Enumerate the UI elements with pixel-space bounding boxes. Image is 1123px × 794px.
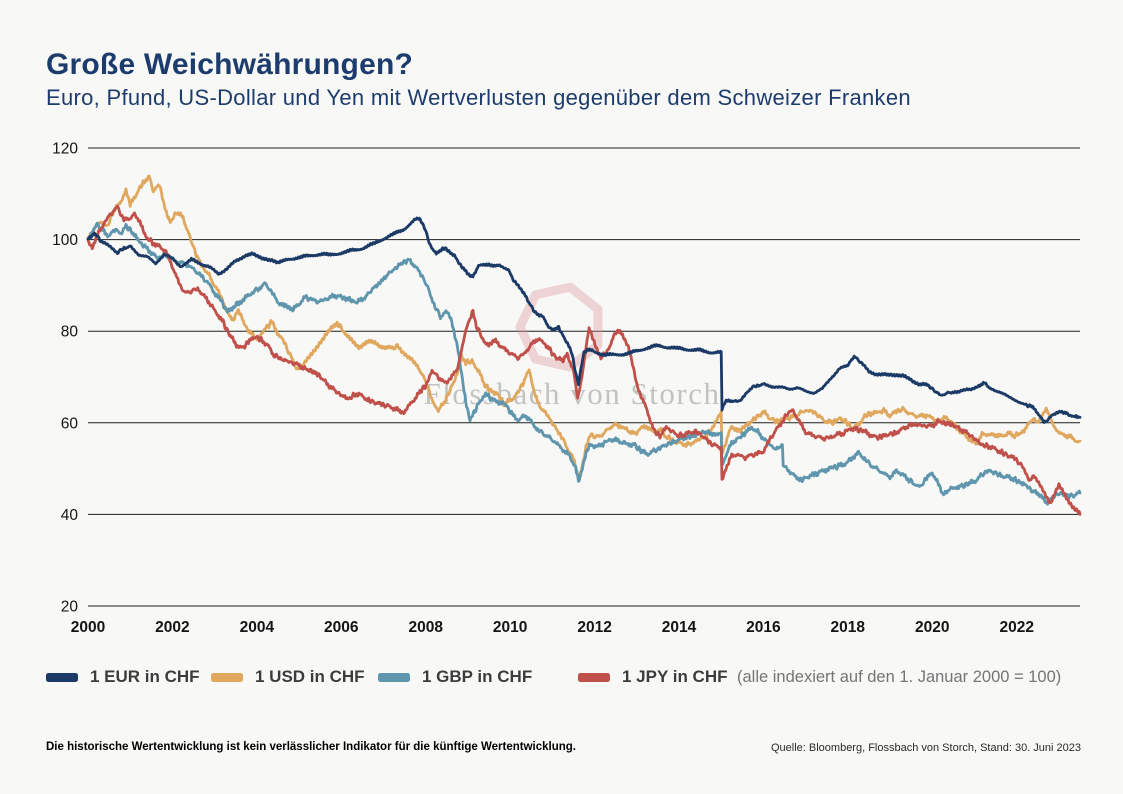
page-subtitle: Euro, Pfund, US-Dollar und Yen mit Wertv… — [46, 85, 911, 110]
series-line-usd — [86, 174, 1082, 479]
legend-label-jpy: 1 JPY in CHF — [622, 667, 728, 686]
x-axis-labels: 2000 2002 2004 2006 2008 2010 2012 2014 2016 2018… — [71, 619, 1034, 636]
series-line-gbp — [86, 221, 1082, 506]
x-axis-label: 2014 — [662, 619, 697, 636]
legend-label-usd: 1 USD in CHF — [255, 667, 365, 686]
legend-item-gbp: 1 GBP in CHF — [378, 666, 532, 688]
legend-swatch-usd — [211, 672, 243, 682]
x-axis-label: 2012 — [577, 619, 611, 636]
watermark-text: Flossbach von Storch — [424, 376, 721, 411]
legend-item-jpy: 1 JPY in CHF — [578, 666, 728, 688]
x-axis-label: 2006 — [324, 619, 359, 636]
x-axis-label: 2004 — [240, 619, 275, 636]
y-axis-label: 100 — [52, 232, 78, 249]
watermark: Flossbach von Storch — [424, 282, 721, 411]
legend-swatch-jpy — [578, 672, 610, 682]
series-line-jpy — [86, 204, 1082, 516]
flossbach-heptagon-logo-icon — [515, 282, 603, 372]
x-axis-label: 2000 — [71, 619, 105, 636]
legend-label-gbp: 1 GBP in CHF — [422, 667, 533, 686]
footer-source: Quelle: Bloomberg, Flossbach von Storch,… — [770, 742, 1081, 754]
series-line-eur — [86, 216, 1082, 424]
y-axis-label: 120 — [52, 141, 78, 158]
y-axis-label: 80 — [61, 324, 79, 341]
legend-swatch-eur — [46, 672, 78, 682]
x-axis-label: 2022 — [999, 619, 1033, 636]
legend-item-eur: 1 EUR in CHF — [46, 666, 200, 688]
y-axis-labels: 120 100 80 60 40 20 — [52, 141, 78, 616]
y-axis-label: 60 — [61, 415, 79, 432]
page-title: Große Weichwährungen? — [46, 48, 414, 81]
legend-item-usd: 1 USD in CHF — [211, 666, 365, 688]
legend-swatch-gbp — [378, 672, 410, 682]
legend-note: (alle indexiert auf den 1. Januar 2000 =… — [737, 667, 1062, 686]
chart-legend: (alle indexiert auf den 1. Januar 2000 =… — [0, 666, 1123, 688]
x-axis-label: 2010 — [493, 619, 527, 636]
x-axis-label: 2008 — [408, 619, 443, 636]
x-axis-label: 2018 — [831, 619, 866, 636]
x-axis-label: 2020 — [915, 619, 949, 636]
y-axis-label: 40 — [61, 507, 79, 524]
series-lines — [86, 174, 1082, 516]
x-axis-label: 2016 — [746, 619, 781, 636]
y-axis-label: 20 — [61, 599, 79, 616]
footer-disclaimer: Die historische Wertentwicklung ist kein… — [46, 741, 576, 753]
legend-label-eur: 1 EUR in CHF — [90, 667, 200, 686]
x-axis-label: 2002 — [155, 619, 189, 636]
